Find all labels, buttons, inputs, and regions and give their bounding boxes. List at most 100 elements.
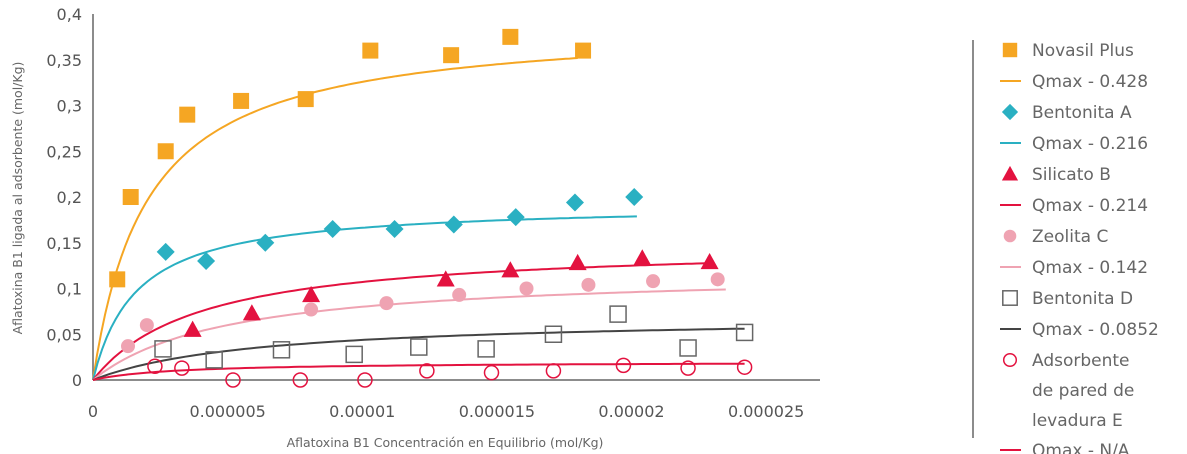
data-point bbox=[197, 252, 216, 271]
legend-label: Bentonita D bbox=[1032, 289, 1133, 309]
y-tick-label: 0,05 bbox=[46, 325, 82, 344]
legend-item: Adsorbente de pared de levadura E bbox=[1002, 351, 1134, 431]
fit-curve-qmax-0-214 bbox=[92, 262, 713, 381]
legend-swatch bbox=[1002, 42, 1018, 58]
x-tick-label: 0 bbox=[88, 402, 98, 421]
data-point bbox=[121, 339, 136, 354]
legend-label: Qmax - 0.428 bbox=[1032, 72, 1148, 92]
legend-label: Zeolita C bbox=[1032, 227, 1108, 247]
legend-label: Silicato B bbox=[1032, 165, 1111, 185]
legend-label: Qmax - 0.214 bbox=[1032, 196, 1148, 216]
data-point bbox=[154, 340, 172, 358]
data-point bbox=[501, 261, 520, 278]
legend-label: Adsorbente bbox=[1032, 351, 1130, 371]
data-point bbox=[615, 357, 632, 374]
data-point bbox=[477, 340, 495, 358]
data-point bbox=[174, 360, 190, 376]
legend-swatch bbox=[1002, 352, 1018, 368]
data-point bbox=[452, 287, 467, 302]
legend-label: Qmax - N/A bbox=[1032, 441, 1130, 454]
data-point bbox=[205, 351, 223, 369]
data-point bbox=[385, 220, 404, 239]
legend-item: Bentonita A bbox=[1001, 103, 1132, 123]
data-point bbox=[581, 277, 596, 292]
data-point bbox=[156, 242, 175, 261]
y-tick-label: 0,3 bbox=[57, 97, 82, 116]
legend-swatch bbox=[1001, 103, 1019, 121]
legend-item: Qmax - 0.216 bbox=[1000, 134, 1148, 154]
y-tick-label: 0,2 bbox=[57, 188, 82, 207]
data-point bbox=[680, 360, 696, 376]
data-point bbox=[297, 91, 314, 108]
data-point bbox=[544, 325, 563, 343]
data-point bbox=[700, 252, 719, 270]
data-markers bbox=[109, 28, 754, 388]
data-point bbox=[272, 341, 291, 359]
data-point bbox=[225, 372, 241, 388]
y-tick-label: 0,25 bbox=[46, 142, 82, 161]
data-point bbox=[609, 305, 627, 323]
data-point bbox=[633, 249, 652, 266]
data-point bbox=[139, 318, 154, 333]
data-point bbox=[242, 304, 261, 321]
x-tick-label: 0.000005 bbox=[189, 402, 265, 421]
data-point bbox=[710, 272, 725, 287]
data-point bbox=[256, 233, 275, 252]
data-point bbox=[545, 363, 562, 379]
data-point bbox=[575, 42, 592, 59]
data-point bbox=[735, 323, 754, 342]
data-point bbox=[304, 302, 319, 317]
fit-curve-qmax-0-216 bbox=[92, 215, 637, 381]
legend-item: Qmax - N/A bbox=[1000, 441, 1130, 454]
data-point bbox=[410, 338, 428, 356]
data-point bbox=[122, 189, 139, 205]
data-point bbox=[109, 271, 126, 288]
legend-swatch bbox=[1003, 229, 1017, 243]
y-tick-label: 0,35 bbox=[46, 51, 82, 70]
fit-curve-qmax-0-428 bbox=[92, 57, 578, 381]
legend-label: Qmax - 0.0852 bbox=[1032, 320, 1159, 340]
legend-label: Novasil Plus bbox=[1032, 41, 1134, 61]
axes bbox=[92, 14, 820, 381]
data-point bbox=[736, 359, 753, 375]
legend-label: Bentonita A bbox=[1032, 103, 1132, 123]
data-point bbox=[302, 285, 321, 303]
legend-swatch bbox=[1002, 290, 1018, 306]
data-point bbox=[568, 253, 587, 271]
legend-item: Qmax - 0.214 bbox=[1000, 196, 1148, 216]
data-point bbox=[233, 92, 250, 109]
x-tick-label: 0.00001 bbox=[329, 402, 395, 421]
data-point bbox=[179, 106, 196, 123]
legend-item: Bentonita D bbox=[1002, 289, 1133, 309]
data-point bbox=[419, 363, 435, 379]
data-point bbox=[357, 372, 373, 388]
fit-curve-qmax-0-0852 bbox=[92, 327, 745, 381]
x-tick-label: 0.000015 bbox=[459, 402, 535, 421]
x-axis-title: Aflatoxina B1 Concentración en Equilibri… bbox=[287, 435, 604, 450]
legend-label: Qmax - 0.142 bbox=[1032, 258, 1148, 278]
data-point bbox=[183, 320, 202, 337]
data-point bbox=[646, 274, 661, 289]
data-point bbox=[506, 208, 525, 227]
x-tick-label: 0.000025 bbox=[728, 402, 804, 421]
y-tick-label: 0,15 bbox=[46, 234, 82, 253]
data-point bbox=[157, 143, 174, 160]
fit-curve-qmax-n-a bbox=[92, 362, 745, 381]
data-point bbox=[625, 188, 644, 206]
legend-label: Qmax - 0.216 bbox=[1032, 134, 1148, 154]
legend-item: Zeolita C bbox=[1003, 227, 1108, 247]
data-point bbox=[565, 193, 584, 212]
data-point bbox=[362, 42, 379, 59]
legend-item: Qmax - 0.428 bbox=[1000, 72, 1148, 92]
legend-swatch bbox=[1001, 165, 1019, 181]
y-tick-label: 0 bbox=[72, 371, 82, 390]
data-point bbox=[502, 28, 519, 45]
y-tick-label: 0,1 bbox=[57, 280, 82, 299]
legend-item: Qmax - 0.142 bbox=[1000, 258, 1148, 278]
data-point bbox=[679, 339, 697, 357]
data-point bbox=[379, 296, 394, 311]
data-point bbox=[483, 364, 500, 381]
legend-label: levadura E bbox=[1032, 411, 1123, 431]
y-tick-label: 0,4 bbox=[57, 5, 82, 24]
